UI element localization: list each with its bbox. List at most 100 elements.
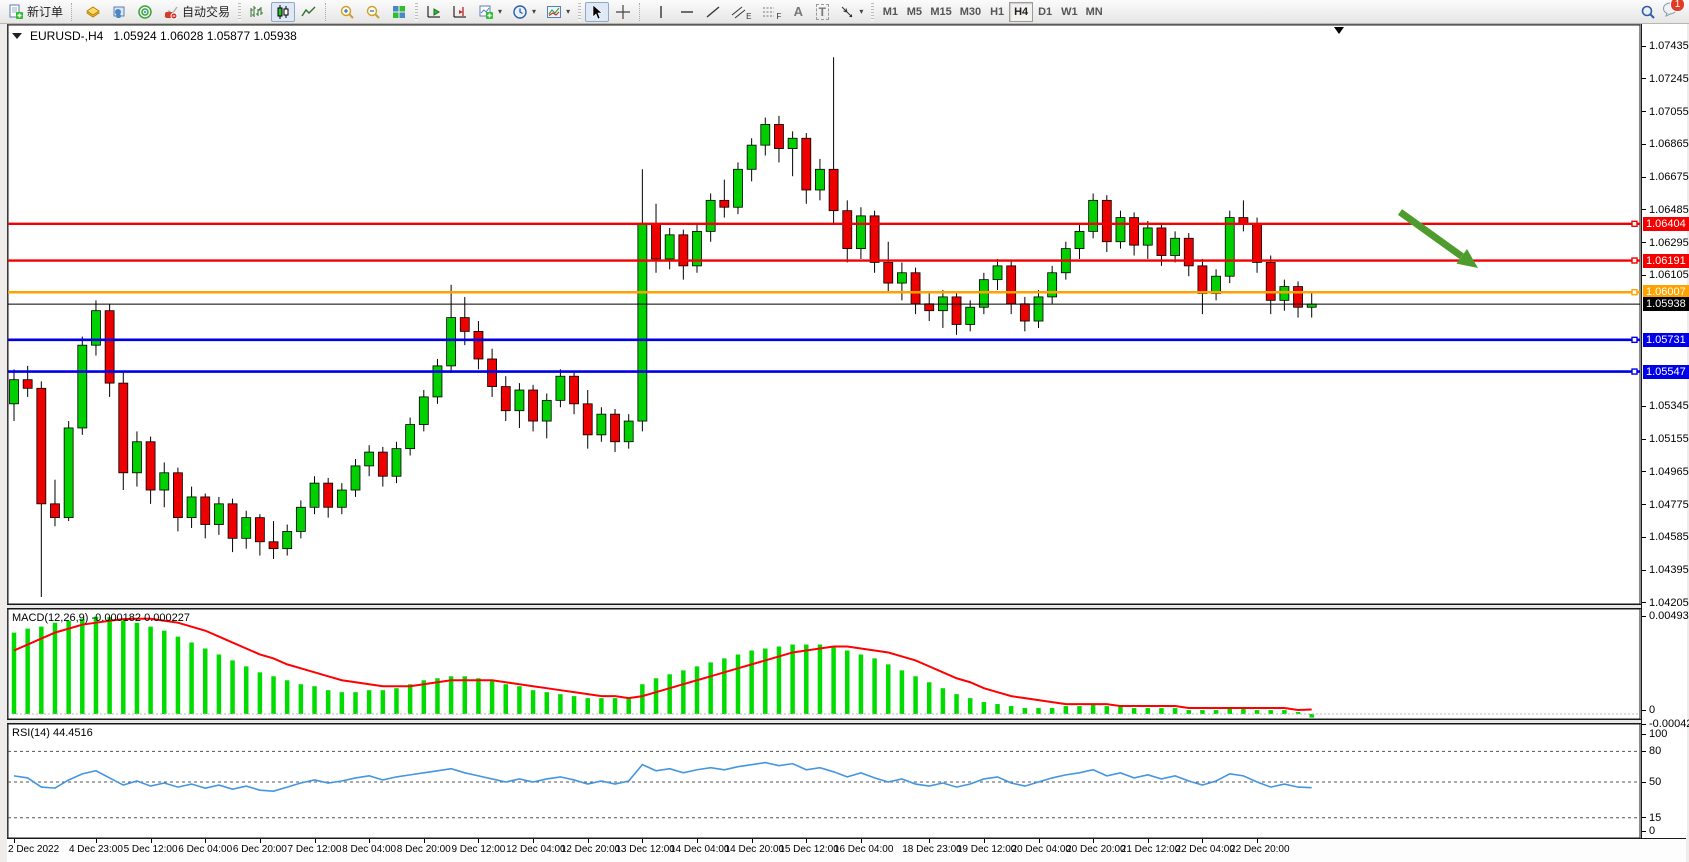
timeframe-button-m1[interactable]: M1	[882, 5, 898, 18]
fibonacci-tool-button[interactable]: F	[757, 2, 785, 22]
zoom-in-button[interactable]	[335, 2, 359, 22]
autotrading-button[interactable]: 自动交易	[159, 2, 234, 22]
arrows-tool-button[interactable]: ▾	[835, 2, 867, 22]
price-tick-mark	[1642, 143, 1646, 145]
timeframe-button-h4[interactable]: H4	[1009, 1, 1034, 22]
market-watch-button[interactable]	[81, 2, 105, 22]
time-tick-label: 14 Dec 04:00	[670, 844, 730, 855]
time-tick-label: 18 Dec 23:00	[902, 844, 962, 855]
rsi-name: RSI(14)	[12, 727, 50, 739]
cursor-tool-button[interactable]	[585, 1, 610, 22]
dropdown-arrow-icon: ▾	[532, 7, 537, 16]
dropdown-arrow-icon: ▾	[566, 7, 571, 16]
crosshair-tool-button[interactable]	[611, 2, 635, 22]
toolbar-grip	[871, 2, 875, 21]
time-tick-label: 9 Dec 12:00	[451, 844, 506, 855]
data-window-button[interactable]	[107, 2, 131, 22]
trendline-tool-button[interactable]	[701, 2, 725, 22]
text-label-tool-button[interactable]: T	[811, 2, 833, 22]
price-axis[interactable]: 1.07435 1.07245 1.07055 1.06865 1.06675 1.064…	[1641, 24, 1689, 838]
price-tick-label: 1.06295	[1649, 236, 1689, 249]
time-tick-mark	[95, 839, 97, 843]
time-tick-label: 19 Dec 12:00	[956, 844, 1017, 855]
arrows-shapes-icon	[841, 6, 853, 17]
rsi-axis-0: 0	[1649, 825, 1656, 837]
search-icon[interactable]	[1640, 4, 1656, 20]
time-axis[interactable]: 2 Dec 2022 4 Dec 23:00 5 Dec 12:00 6 Dec 04…	[7, 838, 1686, 862]
templates-button[interactable]: ▾	[542, 2, 574, 22]
time-tick-label: 20 Dec 04:00	[1011, 844, 1072, 855]
time-tick-label: 15 Dec 12:00	[779, 844, 839, 855]
drawn-arrow-object[interactable]	[1397, 209, 1464, 260]
rsi-axis-80: 80	[1649, 745, 1662, 758]
price-level-badge: 1.05731	[1643, 332, 1689, 347]
fibo-sub-label: F	[776, 11, 782, 21]
time-tick-label: 16 Dec 04:00	[833, 844, 894, 855]
notifications-button[interactable]: 1	[1662, 0, 1685, 22]
price-level-badge: 1.06007	[1643, 285, 1689, 300]
toolbar-grip	[238, 2, 242, 21]
time-tick-label: 13 Dec 12:00	[615, 844, 675, 855]
macd-name: MACD(12,26,9)	[12, 612, 89, 624]
zoom-out-button[interactable]	[361, 2, 385, 22]
macd-main-value: -0.000182	[91, 612, 142, 624]
time-tick-label: 12 Dec 20:00	[560, 844, 621, 855]
timeframe-button-m5[interactable]: M5	[906, 5, 922, 18]
time-tick-mark	[1093, 839, 1095, 843]
window-right-edge	[1686, 24, 1689, 862]
chart-shift-button[interactable]	[448, 2, 472, 22]
rsi-label-row: RSI(14) 44.4516	[12, 727, 93, 739]
bar-chart-mode-button[interactable]	[245, 2, 269, 22]
timeframe-button-h1[interactable]: H1	[990, 5, 1005, 18]
macd-signal-value: 0.000227	[144, 612, 190, 624]
macd-axis-min: -0.000426	[1649, 718, 1689, 731]
time-tick-mark	[1147, 839, 1149, 843]
time-tick-mark	[751, 839, 753, 843]
signals-button[interactable]	[133, 2, 157, 22]
price-level-badge: 1.06191	[1643, 253, 1689, 268]
timeframe-button-m15[interactable]: M15	[930, 5, 952, 18]
chart-shift-marker-icon[interactable]	[1334, 27, 1344, 34]
time-tick-label: 2 Dec 2022	[8, 844, 60, 855]
macd-axis-max: 0.004937	[1649, 610, 1689, 622]
autotrading-label: 自动交易	[182, 5, 231, 19]
new-chart-button[interactable]: ▾	[474, 2, 506, 22]
timeframe-button-d1[interactable]: D1	[1038, 5, 1053, 18]
price-level-badge: 1.05547	[1643, 364, 1689, 379]
price-tick-mark	[1642, 209, 1646, 211]
price-tick-mark	[1642, 438, 1646, 440]
price-tick-mark	[1642, 471, 1646, 473]
tile-windows-button[interactable]	[387, 2, 411, 22]
periods-button[interactable]: ▾	[508, 2, 540, 22]
dropdown-arrow-icon: ▾	[498, 7, 503, 16]
auto-scroll-button[interactable]	[422, 2, 446, 22]
line-chart-mode-button[interactable]	[297, 2, 321, 22]
time-tick-mark	[697, 839, 698, 843]
text-label-tool-icon: T	[815, 3, 829, 20]
price-tick-mark	[1642, 569, 1646, 571]
new-order-button[interactable]: 新订单	[4, 2, 67, 22]
timeframe-button-m30[interactable]: M30	[959, 5, 982, 18]
one-click-trading-toggle-icon[interactable]	[12, 33, 22, 39]
channel-tool-button[interactable]: E	[727, 2, 755, 22]
price-chart-canvas[interactable]	[0, 24, 1689, 862]
price-tick-label: 1.07435	[1649, 40, 1689, 52]
macd-signal-line	[13, 617, 1312, 712]
trendline-icon	[706, 5, 720, 18]
time-tick-mark	[1202, 839, 1204, 843]
price-tick-mark	[1642, 274, 1646, 276]
horizontal-line-tool-button[interactable]	[675, 2, 699, 22]
time-tick-mark	[929, 839, 931, 843]
time-tick-label: 22 Dec 20:00	[1230, 844, 1290, 855]
time-tick-mark	[205, 839, 207, 843]
timeframe-button-mn[interactable]: MN	[1085, 5, 1103, 18]
candle-chart-mode-button[interactable]	[271, 1, 296, 22]
text-tool-button[interactable]: A	[787, 2, 809, 22]
notification-badge: 1	[1670, 0, 1685, 12]
vertical-line-tool-button[interactable]	[649, 2, 673, 22]
vertical-line-icon	[660, 5, 662, 18]
time-tick-label: 21 Dec 12:00	[1120, 844, 1181, 855]
candlesticks	[9, 57, 1317, 597]
timeframe-button-w1[interactable]: W1	[1061, 5, 1078, 18]
price-tick-mark	[1642, 45, 1646, 47]
